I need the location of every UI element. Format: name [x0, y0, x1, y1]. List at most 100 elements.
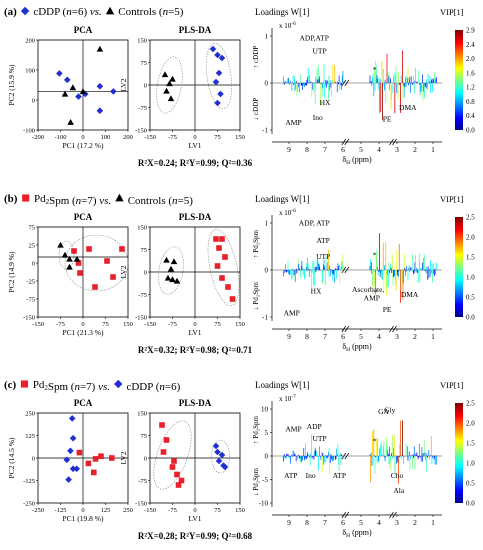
peak-annotation: ATP: [333, 471, 346, 480]
x-tick-label: 200: [123, 134, 133, 141]
peak-annotation: UTP: [313, 46, 327, 55]
y-tick-label: 150: [137, 410, 147, 417]
caption-part: vs.: [98, 381, 110, 393]
confidence-ellipse: [211, 439, 230, 474]
scale-exponent: -7: [291, 394, 296, 400]
delta-unit: (ppm): [350, 528, 372, 537]
model-metrics: R²X=0.24; R²Y=0.99; Q²=0.36: [138, 158, 253, 168]
x-tick-label: -75: [56, 321, 65, 328]
vip-tick-label: 1.0: [466, 460, 475, 468]
scatter-pca: PCA -250 -125 0 125 250 250 125 0 -125 -250 PC1 (19…: [7, 398, 133, 523]
peak-annotation: GA: [378, 407, 389, 416]
y-tick-label: -150: [135, 500, 147, 507]
data-point-triangle: [173, 277, 181, 284]
vip-tick-label: 0.5: [466, 480, 475, 488]
data-point-diamond: [218, 451, 226, 459]
nmr-y-tick-label: 0: [265, 266, 269, 274]
data-point-triangle: [164, 274, 172, 281]
y-tick-label: -75: [138, 478, 147, 485]
peak-annotation: UTP: [316, 252, 330, 261]
y-tick-label: 0: [144, 455, 147, 462]
x-tick-label: -250: [32, 507, 44, 514]
nmr-y-tick-label: -1: [262, 313, 268, 321]
data-point-diamond: [110, 88, 117, 95]
data-point-square: [213, 236, 219, 242]
data-point-diamond: [217, 90, 224, 98]
caption-part: n: [159, 381, 165, 393]
confidence-ellipse: [156, 56, 183, 114]
data-point-square: [90, 469, 97, 476]
axis-break: [344, 511, 350, 519]
y-tick-label: -75: [26, 296, 35, 303]
panel-2: (c) Pd2Spm (n=7) vs. cDDP (n=6)PCA-250 -1…: [4, 379, 475, 541]
nmr-x-label: δH (ppm): [342, 528, 372, 539]
data-point-diamond: [73, 465, 80, 473]
data-point-triangle: [79, 88, 87, 95]
peak-annotation: AMP: [285, 424, 301, 433]
x-tick-label: 75: [214, 321, 221, 328]
x-axis-label: PC1 (17.2 %): [62, 141, 104, 150]
model-metrics: R²X=0.28; R²Y=0.99; Q²=0.68: [138, 531, 253, 541]
x-axis-label: LV1: [188, 328, 201, 337]
x-tick-label: 0: [81, 321, 84, 328]
data-point-diamond: [65, 476, 72, 483]
y-tick-label: -150: [23, 314, 35, 321]
nmr-x-tick-label: 7: [323, 518, 327, 527]
data-point-square: [222, 254, 228, 260]
nmr-y-tick-label: 1: [265, 219, 269, 227]
nmr-x-tick-label: 6: [341, 332, 345, 341]
data-point-square: [92, 284, 98, 290]
peak-annotation: ATP: [284, 471, 297, 480]
data-point-diamond: [96, 82, 104, 90]
data-point-square: [174, 471, 180, 478]
y-tick-label: 100: [25, 67, 35, 74]
axis-break: [344, 325, 350, 333]
vip-tick-label: 2.0: [466, 420, 475, 428]
data-point-square: [98, 453, 104, 460]
x-tick-label: 0: [193, 134, 196, 141]
axis-break: [341, 452, 347, 460]
nmr-y-tick-label: -10: [259, 499, 269, 507]
data-point-square: [225, 284, 231, 290]
peak-annotation: HX: [320, 98, 331, 107]
confidence-ellipse: [58, 240, 75, 270]
data-point-square: [92, 456, 99, 462]
nmr-y-tick-label: 0: [265, 452, 269, 460]
data-point-square: [85, 460, 92, 467]
x-tick-label: -150: [32, 321, 44, 328]
peak-annotation: Ino: [313, 113, 323, 122]
caption-part: n: [163, 6, 169, 18]
data-point-diamond: [214, 448, 221, 456]
data-point-square: [108, 455, 115, 461]
x-tick-label: 150: [235, 321, 245, 328]
peak-annotation: PE: [383, 305, 392, 314]
x-tick-label: -75: [168, 321, 177, 328]
x-tick-label: 150: [123, 321, 133, 328]
panel-0: (a) cDDP (n=6) vs. Controls (n=5)PCA-200…: [4, 6, 475, 168]
chart-title: PLS-DA: [179, 212, 212, 222]
y-tick-label: -75: [138, 105, 147, 112]
y-axis-label: LV2: [119, 265, 128, 278]
caption-part: (a): [4, 6, 17, 18]
data-point-triangle: [61, 90, 69, 97]
vip-tick-label: 1.5: [466, 254, 475, 262]
caption-part: Spm (: [48, 381, 75, 393]
x-tick-label: 150: [235, 134, 245, 141]
loadings-label: Loadings W[1]: [255, 380, 310, 390]
data-point-square: [77, 270, 83, 276]
vip-tick-label: 0.0: [466, 127, 475, 135]
caption-part: =6): [165, 381, 181, 393]
caption-part: vs.: [90, 6, 102, 18]
vip-tick-label: 2.5: [466, 400, 475, 408]
delta-sub: H: [346, 533, 350, 539]
peak-annotation: *: [373, 437, 377, 446]
caption-part: cDDP (: [31, 6, 67, 18]
axis-break: [341, 511, 347, 519]
peak-annotation: ADP,ATP: [300, 34, 329, 43]
y-tick-label: -150: [135, 314, 147, 321]
data-point-square: [160, 449, 167, 455]
y-tick-label: -100: [23, 127, 35, 134]
caption-diamond-marker: [114, 379, 123, 389]
